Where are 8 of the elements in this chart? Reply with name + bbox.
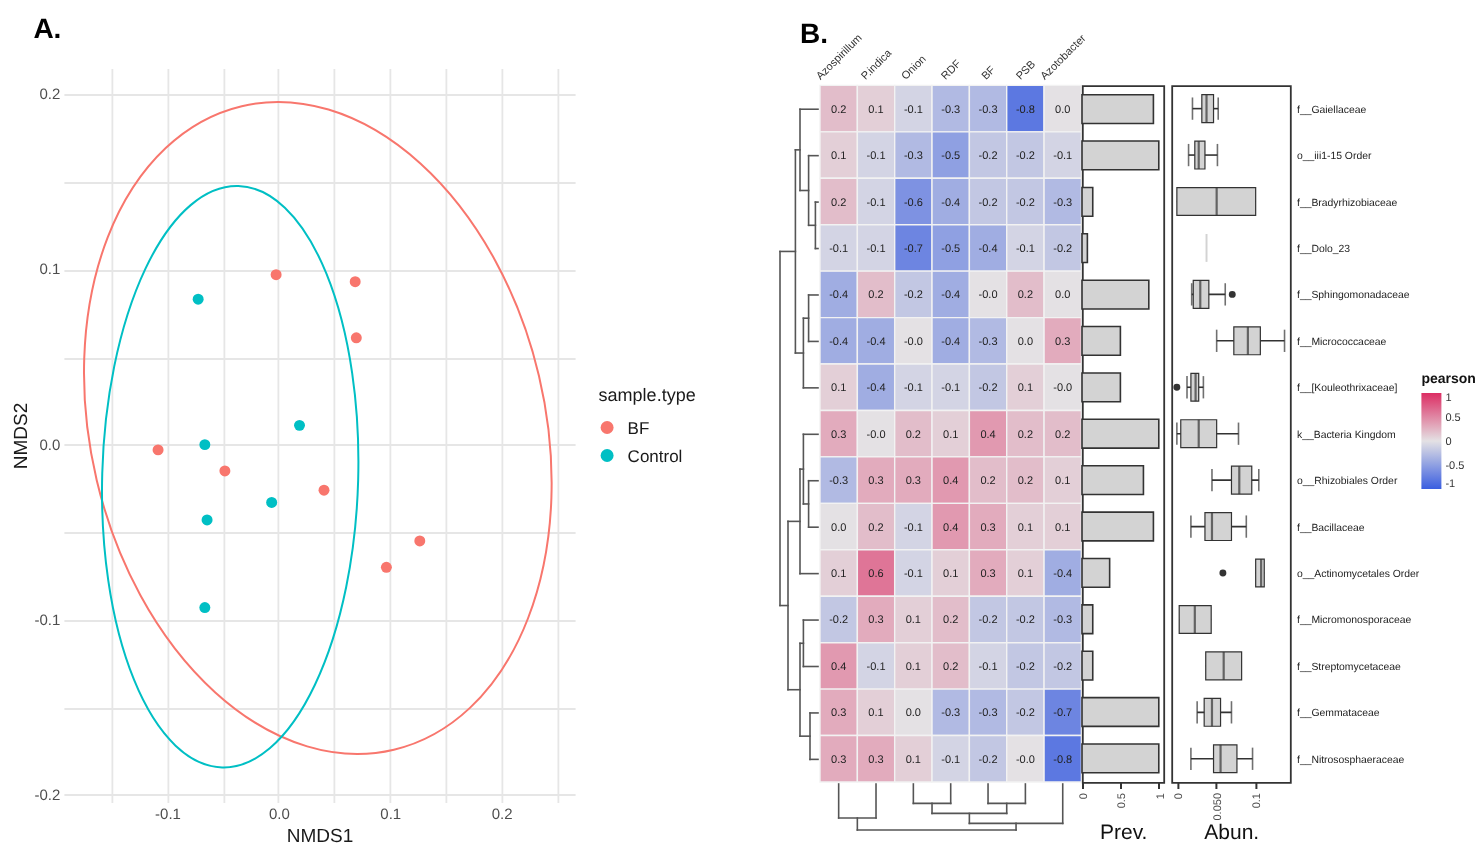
x-axis-title: Prev. (1099, 821, 1148, 845)
chart-title: A. (33, 12, 62, 44)
y-axis-title: NMDS2 (10, 402, 33, 470)
legend-label: BF (627, 417, 650, 438)
legend-title: sample.type (598, 385, 696, 405)
legend-label: Control (627, 445, 683, 466)
x-axis-title: NMDS1 (286, 826, 354, 846)
x-axis-title: Abun. (1204, 821, 1260, 845)
